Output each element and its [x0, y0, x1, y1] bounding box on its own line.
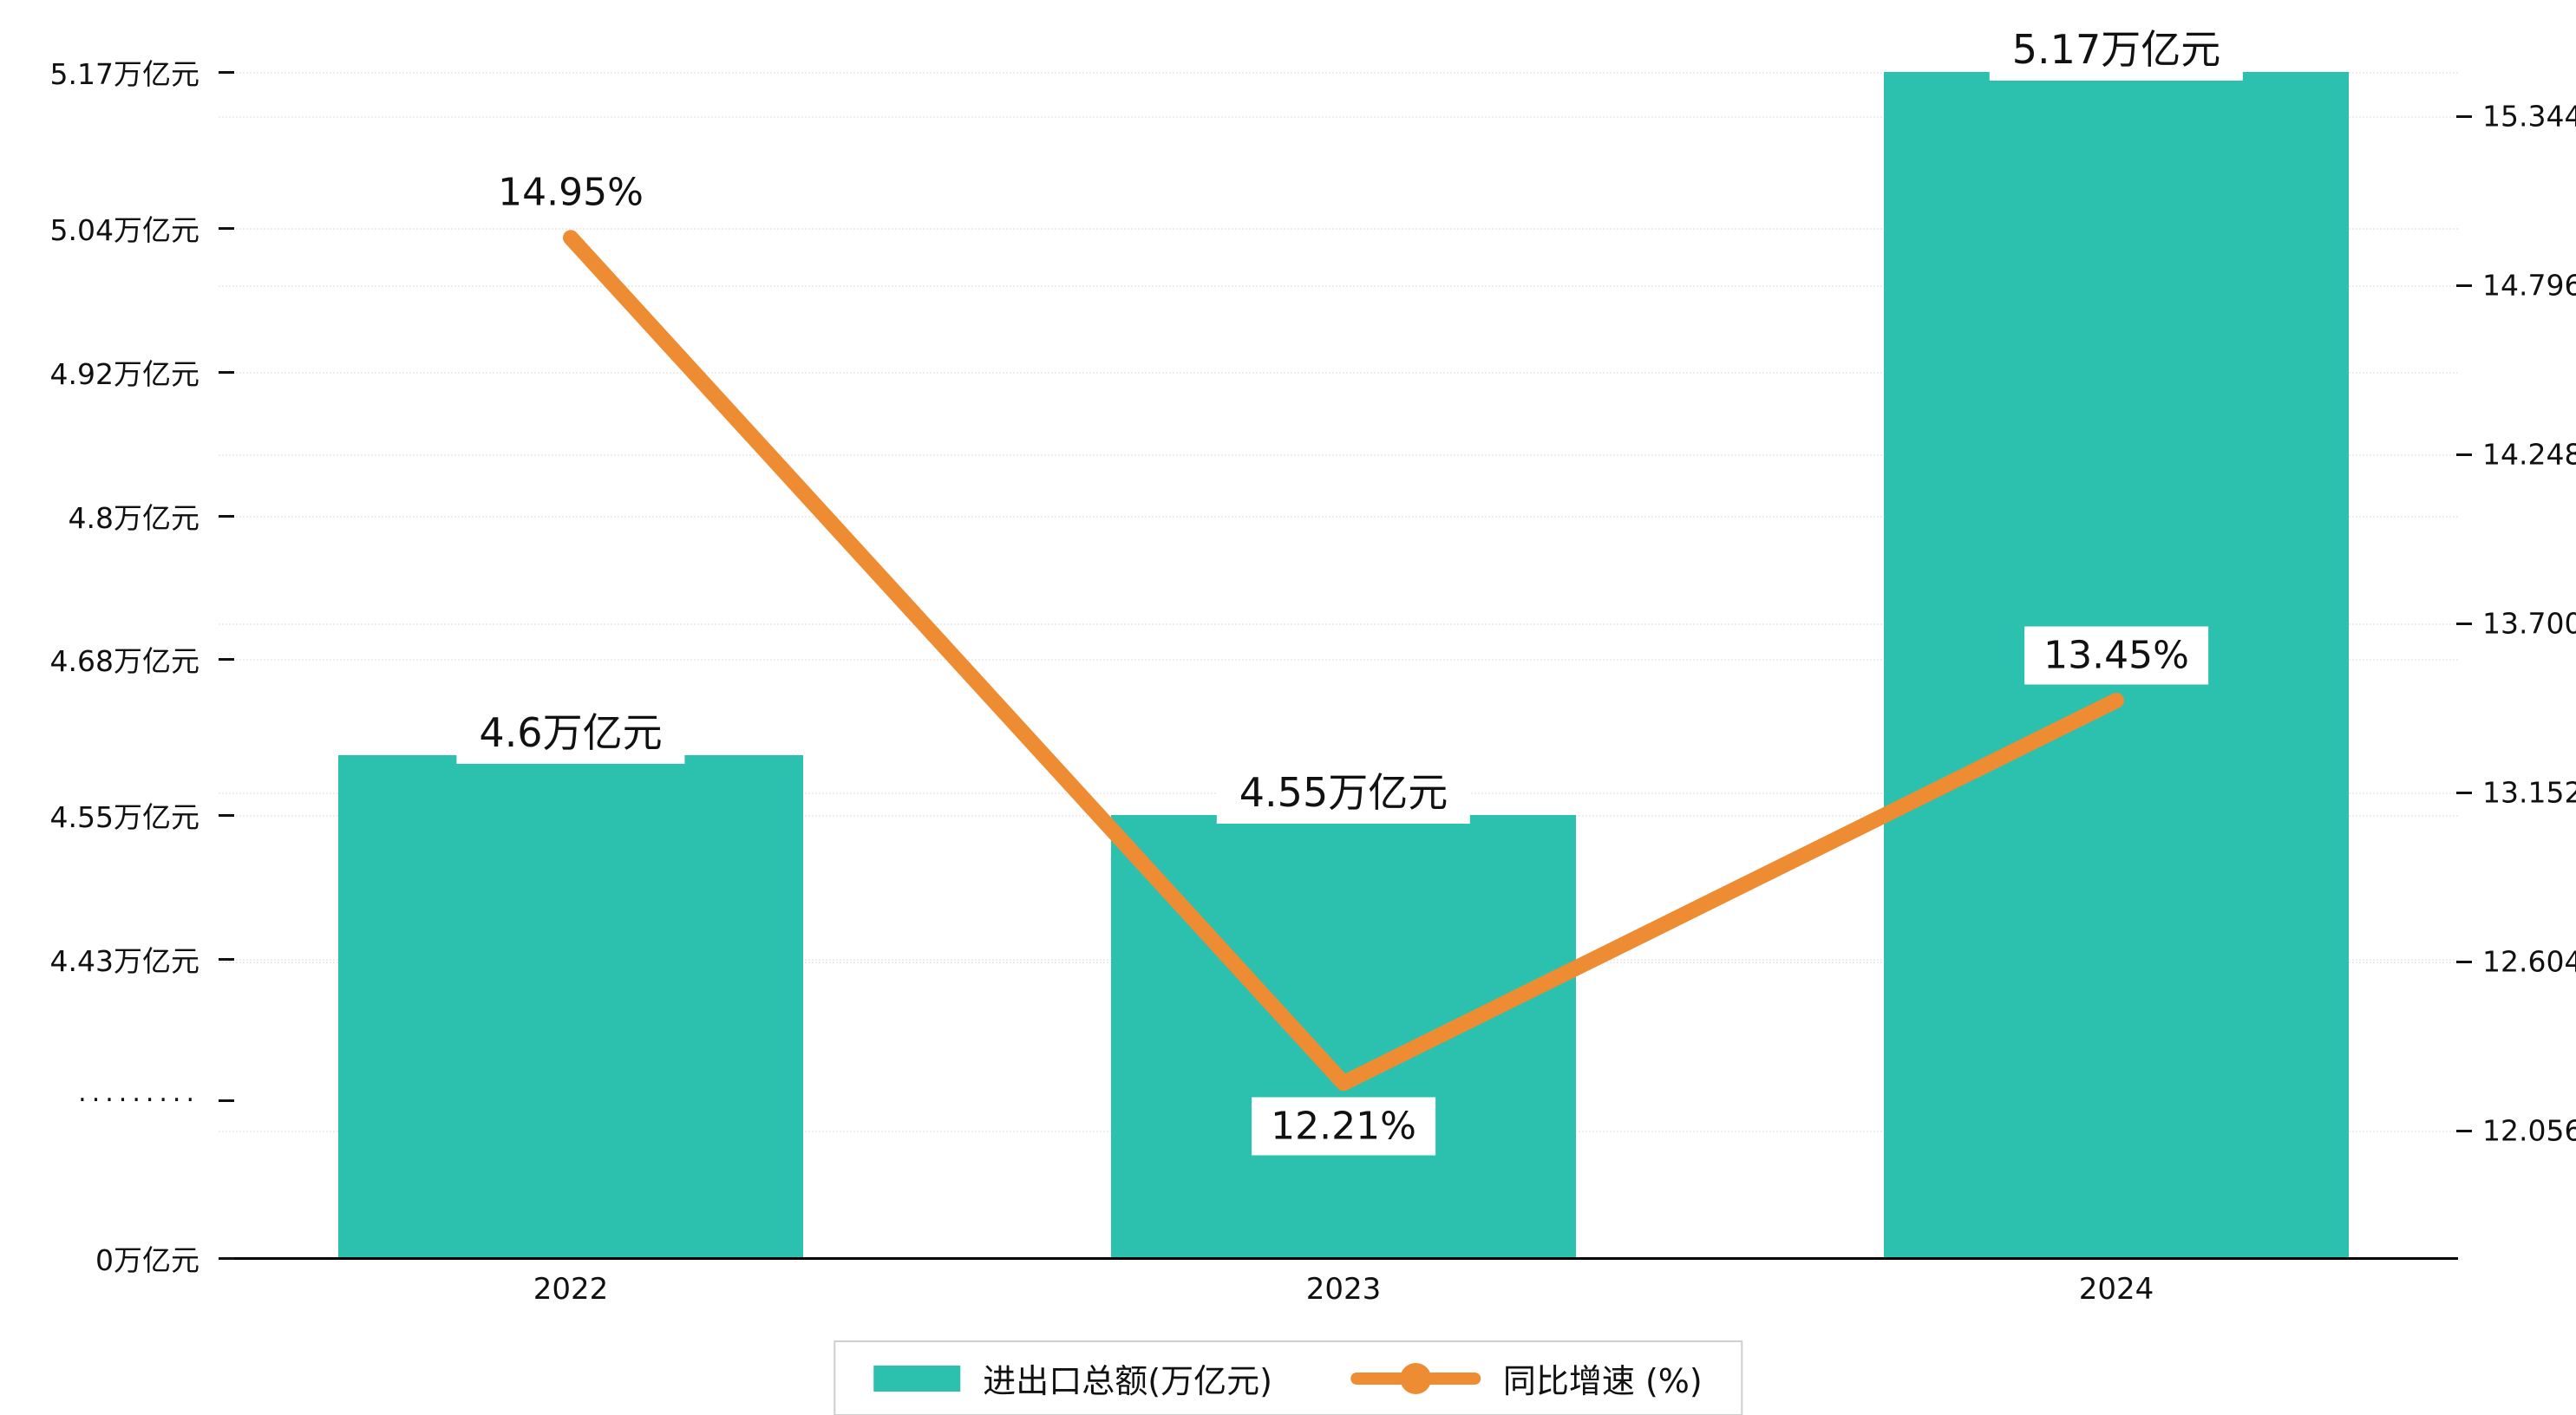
gridline: [219, 454, 2458, 456]
bar-series-swatch: [873, 1365, 961, 1392]
right-axis-tick-mark: [2456, 623, 2472, 625]
x-axis-line: [219, 1257, 2458, 1260]
left-axis-tick-mark: [219, 71, 234, 74]
bar-value-label-2024: 5.17万亿元: [1989, 13, 2244, 81]
left-axis-tick-mark: [219, 514, 234, 518]
bar-value-label-2023: 4.55万亿元: [1216, 756, 1471, 825]
line-point-label-2022: 14.95%: [479, 163, 663, 222]
gridline: [219, 623, 2458, 625]
right-axis-tick-mark: [2456, 961, 2472, 963]
left-axis-tick-mark: [219, 226, 234, 230]
right-axis-tick-label: 13.152: [2482, 775, 2576, 810]
gridline: [219, 659, 2458, 662]
left-axis-tick-label: 0万亿元: [95, 1243, 199, 1277]
right-axis-tick-label: 12.604: [2482, 944, 2576, 979]
left-axis-tick-label: 4.68万亿元: [49, 644, 199, 679]
left-axis-tick-mark: [219, 958, 234, 961]
right-axis-tick-mark: [2456, 284, 2472, 287]
right-axis-tick-label: 14.796: [2482, 268, 2576, 303]
line-point-label-2024: 13.45%: [2024, 626, 2208, 685]
right-axis-tick-mark: [2456, 453, 2472, 456]
line-series-swatch: [1350, 1362, 1481, 1394]
right-axis-tick-mark: [2456, 115, 2472, 118]
x-axis-label-2023: 2023: [1305, 1272, 1382, 1307]
left-axis-tick-label: 5.17万亿元: [49, 57, 199, 91]
bar-2023: [1111, 815, 1576, 1258]
gridline: [219, 371, 2458, 374]
gridline: [219, 285, 2458, 287]
right-axis-tick-label: 14.248: [2482, 437, 2576, 472]
left-axis-tick-label: 4.8万亿元: [68, 500, 199, 535]
x-axis-label-2024: 2024: [2078, 1272, 2154, 1307]
left-axis-tick-mark: [219, 1099, 234, 1102]
gridline: [219, 116, 2458, 118]
left-axis-tick-label: 4.55万亿元: [49, 800, 199, 835]
left-axis-tick-label: 4.43万亿元: [49, 944, 199, 978]
gridline: [219, 515, 2458, 518]
x-axis-label-2022: 2022: [533, 1272, 609, 1307]
legend: 进出口总额(万亿元) 同比增速 (%): [834, 1340, 1742, 1415]
bar-2022: [338, 754, 803, 1258]
gridline: [219, 227, 2458, 230]
bar-series-label: 进出口总额(万亿元): [983, 1362, 1272, 1400]
line-series-marker: [1399, 1362, 1431, 1394]
legend-item-line: 同比增速 (%): [1350, 1354, 1703, 1402]
bar-value-label-2022: 4.6万亿元: [456, 695, 685, 764]
right-axis-tick-label: 15.344: [2482, 99, 2576, 134]
right-axis-tick-label: 13.700: [2482, 606, 2576, 641]
right-axis-tick-mark: [2456, 792, 2472, 794]
right-axis-tick-label: 12.056: [2482, 1113, 2576, 1148]
right-axis-tick-mark: [2456, 1130, 2472, 1132]
line-series-label: 同比增速 (%): [1502, 1362, 1703, 1400]
left-axis-tick-mark: [219, 658, 234, 662]
left-axis-tick-mark: [219, 370, 234, 374]
line-point-label-2023: 12.21%: [1252, 1097, 1435, 1156]
left-axis-tick-mark: [219, 1257, 234, 1260]
legend-item-bar: 进出口总额(万亿元): [873, 1354, 1272, 1402]
left-axis-tick-label: 4.92万亿元: [49, 356, 199, 391]
left-axis-tick-mark: [219, 814, 234, 818]
left-axis-break-dots: ·········: [78, 1085, 199, 1116]
gridline: [219, 72, 2458, 74]
left-axis-tick-label: 5.04万亿元: [49, 212, 199, 247]
growth-rate-line: [563, 230, 2124, 1092]
